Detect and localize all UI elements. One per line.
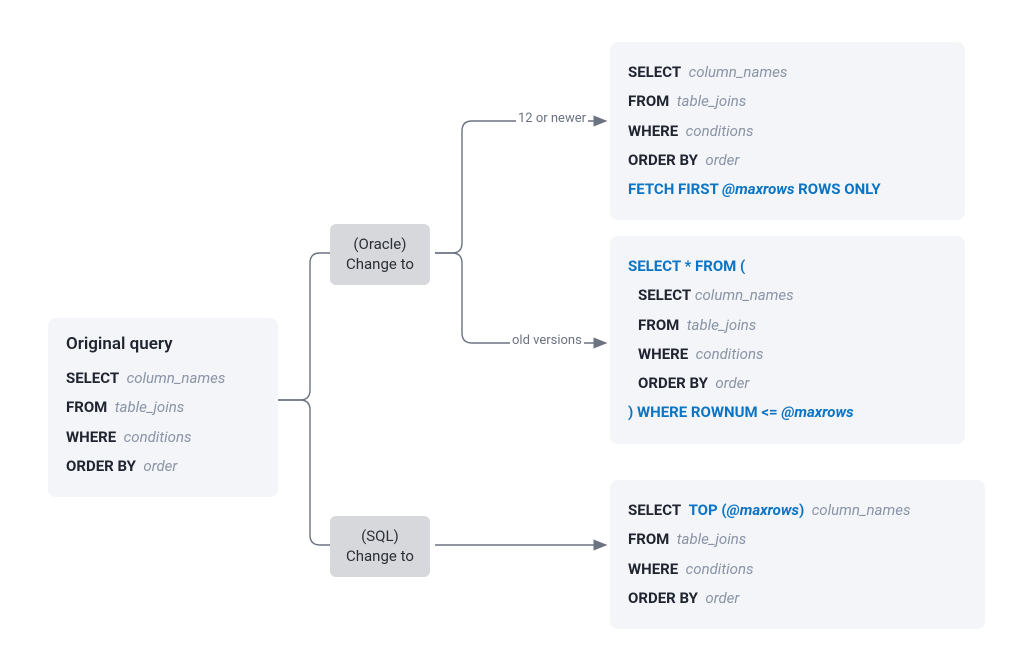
ph: conditions xyxy=(686,122,754,140)
hl-prefix: ) WHERE ROWNUM <= xyxy=(628,403,781,421)
hl-var: @maxrows xyxy=(727,501,799,519)
kw: WHERE xyxy=(628,122,678,140)
mid-oracle-l2: Change to xyxy=(346,254,414,274)
oracle-change-to-box: (Oracle) Change to xyxy=(330,224,430,285)
ph: column_names xyxy=(695,286,794,304)
ph: conditions xyxy=(686,560,754,578)
kw: SELECT xyxy=(638,286,691,304)
oracle12-fetch-line: FETCH FIRST @maxrows ROWS ONLY xyxy=(628,175,947,204)
kw: SELECT xyxy=(628,63,681,81)
hl-suffix: ROWS ONLY xyxy=(794,180,880,198)
ph: order xyxy=(715,374,749,392)
mid-sql-l1: (SQL) xyxy=(346,526,414,546)
original-title: Original query xyxy=(66,334,260,354)
ph: table_joins xyxy=(677,92,747,110)
hl-prefix: TOP ( xyxy=(689,501,727,519)
diagram-canvas: Original query SELECT column_names FROM … xyxy=(0,0,1012,666)
hl-var: @maxrows xyxy=(722,180,794,198)
ph: conditions xyxy=(696,345,764,363)
ph: column_names xyxy=(127,369,226,387)
sql-change-to-box: (SQL) Change to xyxy=(330,516,430,577)
oracleold-close: ) WHERE ROWNUM <= @maxrows xyxy=(628,398,947,427)
ph: table_joins xyxy=(115,398,185,416)
edge-label-oracleold: old versions xyxy=(510,333,584,348)
ph: column_names xyxy=(812,501,911,519)
hl-suffix: ) xyxy=(799,501,804,519)
kw: ORDER BY xyxy=(638,374,708,392)
kw: ORDER BY xyxy=(628,151,698,169)
kw-orderby: ORDER BY xyxy=(66,457,136,475)
sql-output-box: SELECT TOP (@maxrows) column_names FROM … xyxy=(610,480,985,629)
kw: WHERE xyxy=(638,345,688,363)
ph: order xyxy=(705,589,739,607)
ph: order xyxy=(705,151,739,169)
kw-from: FROM xyxy=(66,398,107,416)
kw: WHERE xyxy=(628,560,678,578)
kw: FROM xyxy=(628,92,669,110)
kw-select: SELECT xyxy=(66,369,119,387)
oracleold-open: SELECT * FROM ( xyxy=(628,252,947,281)
oracleold-output-box: SELECT * FROM ( SELECT column_names FROM… xyxy=(610,236,965,444)
ph: table_joins xyxy=(677,530,747,548)
kw: FROM xyxy=(628,530,669,548)
mid-oracle-l1: (Oracle) xyxy=(346,234,414,254)
ph: column_names xyxy=(689,63,788,81)
kw: ORDER BY xyxy=(628,589,698,607)
hl-prefix: FETCH FIRST xyxy=(628,180,722,198)
ph: conditions xyxy=(124,428,192,446)
kw-where: WHERE xyxy=(66,428,116,446)
hl-var: @maxrows xyxy=(781,403,853,421)
original-query-box: Original query SELECT column_names FROM … xyxy=(48,318,278,497)
ph: order xyxy=(143,457,177,475)
ph: table_joins xyxy=(687,316,757,334)
kw: FROM xyxy=(638,316,679,334)
mid-sql-l2: Change to xyxy=(346,546,414,566)
sql-select-line: SELECT TOP (@maxrows) column_names xyxy=(628,496,967,525)
edge-label-oracle12: 12 or newer xyxy=(516,111,588,126)
kw-select: SELECT xyxy=(628,501,681,519)
oracle12-output-box: SELECT column_names FROM table_joins WHE… xyxy=(610,42,965,220)
